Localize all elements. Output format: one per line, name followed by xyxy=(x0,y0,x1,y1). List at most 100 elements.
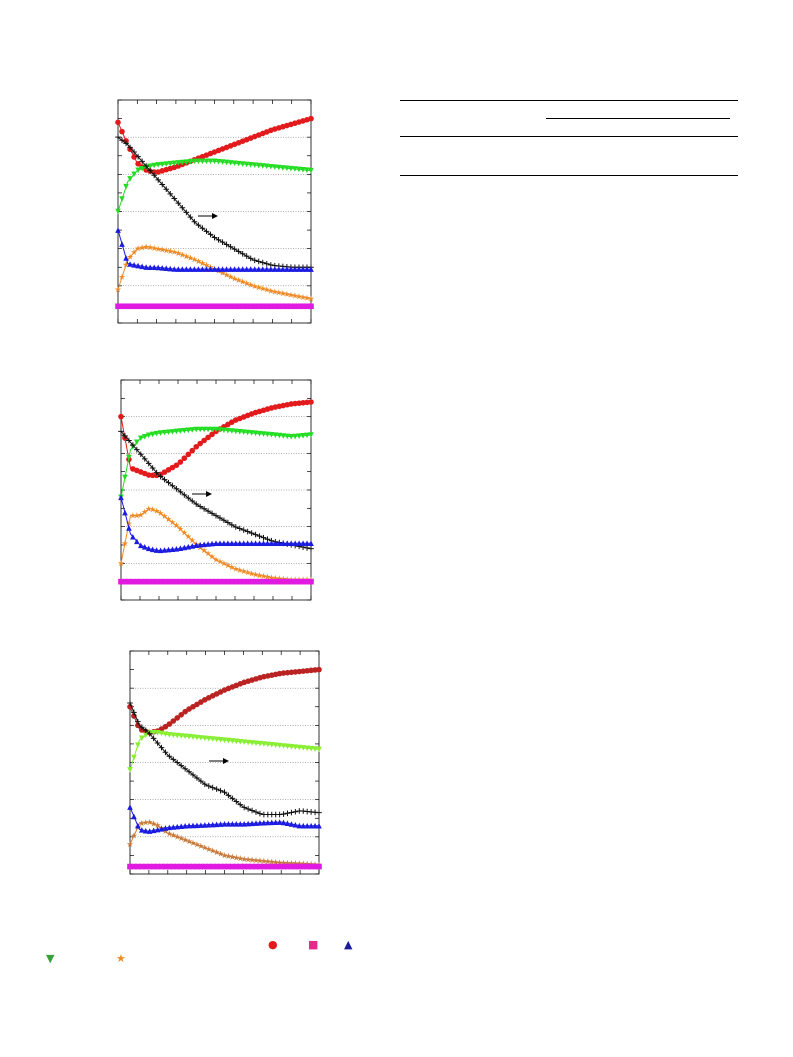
data-point xyxy=(198,822,204,828)
data-point xyxy=(149,431,156,438)
data-point xyxy=(240,568,247,575)
data-point xyxy=(189,839,197,846)
data-point xyxy=(236,540,243,546)
data-point xyxy=(292,266,298,272)
data-point xyxy=(248,578,255,585)
data-point xyxy=(300,540,306,546)
data-point xyxy=(157,578,164,585)
data-point xyxy=(263,260,270,267)
data-point xyxy=(217,850,224,857)
data-point xyxy=(150,820,157,827)
data-point xyxy=(175,249,182,257)
data-point xyxy=(284,266,290,272)
data-point xyxy=(179,303,186,310)
data-point xyxy=(119,196,125,202)
data-point xyxy=(209,784,216,791)
data-point xyxy=(178,863,184,870)
data-point xyxy=(247,303,254,310)
data-point xyxy=(229,522,235,528)
data-point xyxy=(304,303,310,310)
data-point xyxy=(155,264,162,271)
data-point xyxy=(253,863,259,870)
data-point xyxy=(159,303,166,310)
data-point xyxy=(198,863,204,870)
data-point xyxy=(272,863,279,870)
data-point xyxy=(256,572,263,579)
data-point xyxy=(175,200,182,206)
data-point xyxy=(237,855,244,862)
data-point xyxy=(146,828,153,834)
data-point xyxy=(141,434,148,440)
data-point xyxy=(276,164,282,171)
data-point xyxy=(166,731,173,738)
data-point xyxy=(179,251,186,258)
data-point xyxy=(209,426,215,433)
data-point xyxy=(138,820,145,827)
data-point xyxy=(135,863,141,870)
data-point xyxy=(137,542,144,549)
data-point xyxy=(162,863,169,870)
data-point xyxy=(179,204,186,211)
data-point xyxy=(161,476,168,483)
data-point xyxy=(280,863,287,870)
data-point xyxy=(181,836,189,843)
data-point xyxy=(158,730,165,737)
data-point xyxy=(167,303,174,310)
data-point xyxy=(304,822,310,829)
data-point xyxy=(232,428,239,435)
data-point xyxy=(288,809,295,816)
data-point xyxy=(182,708,188,715)
data-point xyxy=(175,160,182,166)
data-point xyxy=(227,303,234,310)
data-point xyxy=(131,754,137,761)
data-point xyxy=(240,429,247,435)
data-point xyxy=(208,553,216,560)
data-point xyxy=(213,848,220,856)
data-point xyxy=(288,859,295,866)
data-point xyxy=(122,474,128,481)
data-point xyxy=(139,735,145,742)
data-point xyxy=(194,775,200,781)
data-point xyxy=(300,745,307,751)
data-point xyxy=(149,506,156,513)
data-point xyxy=(292,540,298,546)
data-point xyxy=(304,545,310,551)
data-point xyxy=(259,163,266,169)
data-point xyxy=(221,737,228,743)
data-point xyxy=(229,428,235,434)
data-point xyxy=(221,517,227,524)
data-point xyxy=(181,455,188,462)
data-point xyxy=(153,547,160,553)
data-point xyxy=(191,266,198,272)
data-point xyxy=(236,578,243,585)
data-point xyxy=(161,547,168,553)
data-point xyxy=(237,738,244,745)
data-point xyxy=(279,290,287,297)
data-point xyxy=(189,543,196,549)
data-point xyxy=(166,753,173,760)
data-point xyxy=(272,432,279,439)
data-point xyxy=(213,426,219,433)
data-point xyxy=(243,253,250,259)
data-point xyxy=(162,723,169,730)
data-point xyxy=(167,191,174,197)
data-point xyxy=(245,863,251,870)
data-point xyxy=(248,540,255,546)
data-point xyxy=(204,550,212,557)
data-point xyxy=(121,540,129,547)
data-point xyxy=(243,161,250,168)
data-point xyxy=(267,266,274,272)
data-point xyxy=(127,804,133,810)
data-point xyxy=(161,512,168,519)
data-point xyxy=(186,733,192,740)
data-point xyxy=(122,433,128,439)
data-point xyxy=(151,172,157,179)
data-point xyxy=(229,540,235,546)
data-point xyxy=(283,290,291,297)
data-point xyxy=(142,863,149,870)
data-point xyxy=(174,863,181,870)
data-point xyxy=(292,303,298,310)
data-point xyxy=(162,825,169,831)
data-point xyxy=(205,821,212,828)
data-point xyxy=(241,855,248,862)
